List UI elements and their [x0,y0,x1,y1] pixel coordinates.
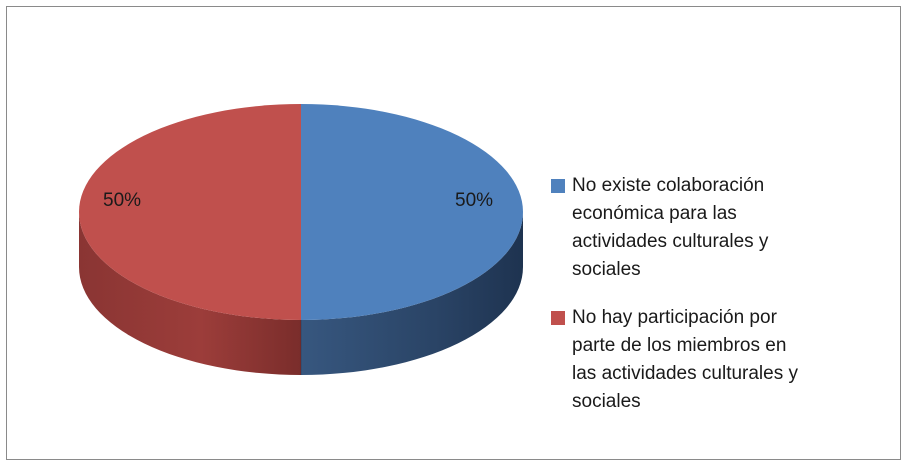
legend-label-line: económica para las [572,203,737,224]
pie-slice-2 [79,104,301,320]
legend-label-line: las actividades culturales y [572,363,798,384]
data-label-slice-2: 50% [103,190,142,211]
legend-item-1: No existe colaboración económica para la… [551,172,881,284]
pie-slice-side-1 [301,212,523,375]
data-label-slice-1: 50% [455,190,494,211]
legend-swatch-blue [551,179,565,193]
legend-label-line: sociales [572,391,641,412]
legend-item-2: No hay participación por parte de los mi… [551,304,881,416]
legend-label-line: sociales [572,259,641,280]
legend-label-line: No hay participación por [572,307,777,328]
legend-label-line: parte de los miembros en [572,335,787,356]
legend-swatch-red [551,311,565,325]
chart-legend: No existe colaboración económica para la… [551,172,881,416]
pie-slice-side-2 [79,212,301,375]
legend-label-line: No existe colaboración [572,175,765,196]
legend-label-line: actividades culturales y [572,231,769,252]
pie-slice-1 [301,104,523,320]
pie-tops [79,104,523,320]
pie-sides [79,212,523,375]
